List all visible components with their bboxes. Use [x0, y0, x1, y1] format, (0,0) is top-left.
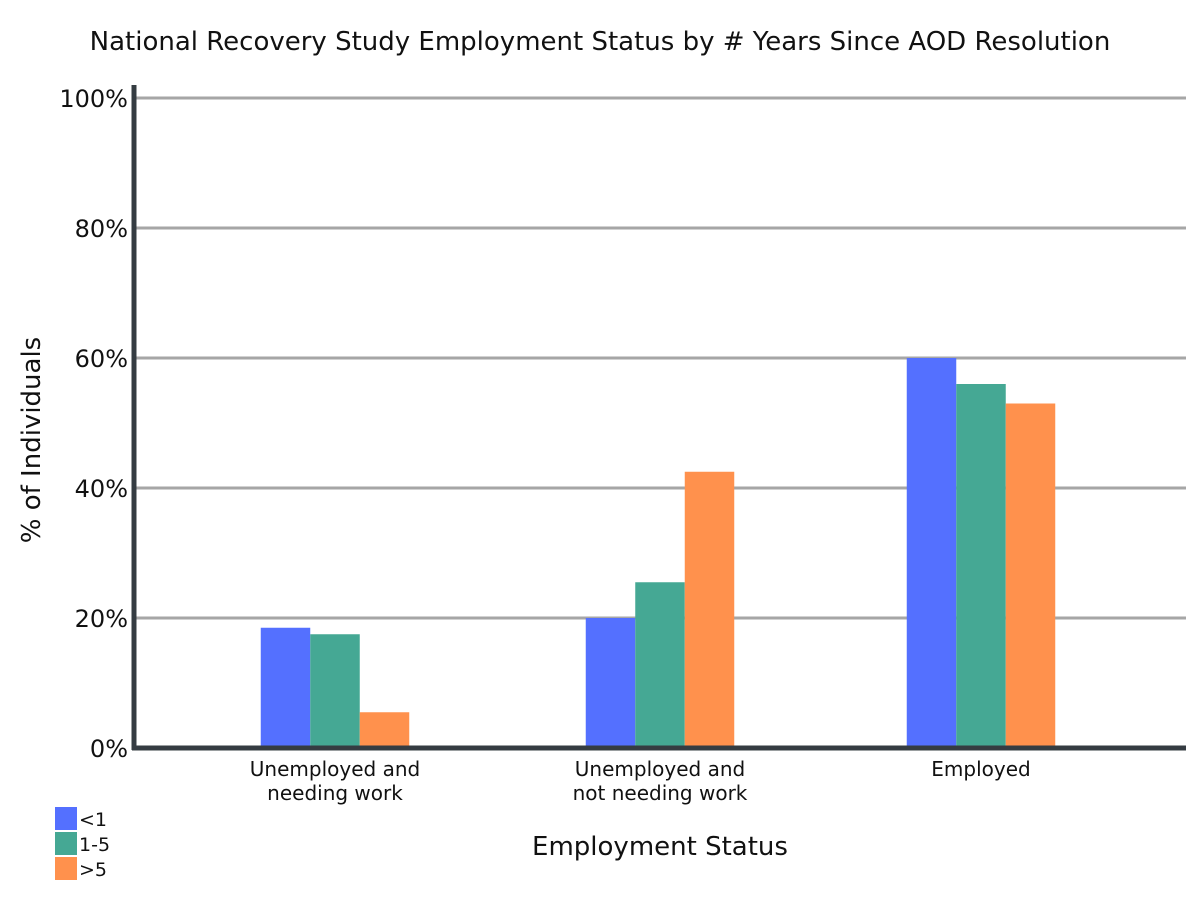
bars [260, 358, 1056, 748]
legend-label: <1 [79, 809, 107, 831]
bar [359, 712, 410, 748]
bar [1005, 403, 1056, 748]
x-category-label: not needing work [573, 781, 748, 805]
y-tick-labels: 0% 20% 40% 60% 80% 100% [59, 85, 128, 763]
bar [684, 471, 735, 748]
legend-swatch [55, 832, 77, 855]
x-category-label: needing work [267, 781, 403, 805]
bar [585, 618, 636, 748]
y-tick-label: 20% [75, 605, 128, 633]
axes [131, 85, 1186, 751]
legend-swatch [55, 807, 77, 830]
y-axis-title: % of Individuals [17, 337, 47, 543]
x-category-label: Employed [931, 757, 1030, 781]
bar [956, 384, 1006, 748]
x-axis-title: Employment Status [532, 832, 788, 862]
y-tick-label: 80% [75, 215, 128, 243]
legend-label: 1-5 [79, 834, 110, 856]
bar [310, 634, 360, 748]
x-category-label: Unemployed and [250, 757, 420, 781]
legend-swatch [55, 857, 77, 880]
bar [260, 627, 311, 748]
y-tick-label: 100% [59, 85, 128, 113]
y-tick-label: 0% [90, 735, 128, 763]
legend: <1 1-5 >5 [55, 807, 110, 881]
bar [906, 358, 957, 748]
chart-title: National Recovery Study Employment Statu… [90, 27, 1111, 57]
bar [635, 582, 685, 748]
x-category-label: Unemployed and [575, 757, 745, 781]
y-tick-label: 60% [75, 345, 128, 373]
legend-label: >5 [79, 859, 107, 881]
y-tick-label: 40% [75, 475, 128, 503]
